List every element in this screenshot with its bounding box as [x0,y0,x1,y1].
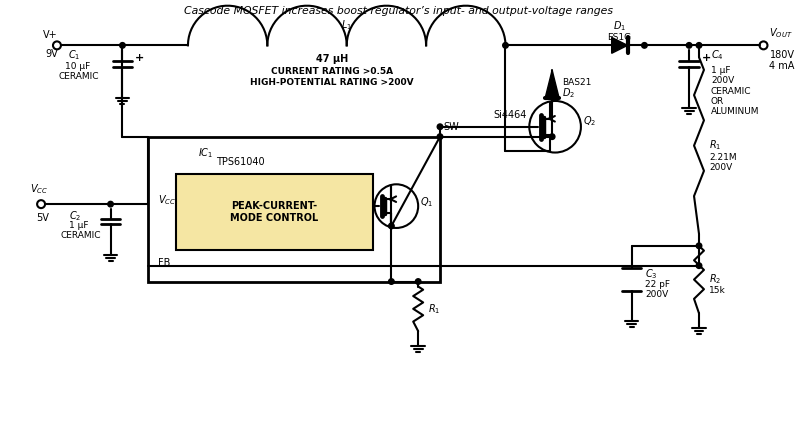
Text: $V_{CC}$: $V_{CC}$ [158,193,176,207]
Text: 9V: 9V [45,49,58,59]
Circle shape [415,279,421,284]
Text: $C_1$: $C_1$ [68,48,80,62]
Text: ALUMINUM: ALUMINUM [711,107,759,116]
Text: V+: V+ [43,30,58,40]
Text: SW: SW [443,122,458,132]
Text: $R_1$: $R_1$ [709,139,722,152]
Circle shape [696,43,702,48]
Text: $C_4$: $C_4$ [711,48,724,62]
Text: $V_{OUT}$: $V_{OUT}$ [770,27,793,40]
Circle shape [696,243,702,249]
Circle shape [389,223,394,229]
Text: +: + [702,53,711,63]
Circle shape [389,279,394,284]
Polygon shape [612,37,627,53]
Text: 2.21M: 2.21M [709,153,737,162]
Text: 4 mA: 4 mA [770,61,795,71]
Text: PEAK-CURRENT-: PEAK-CURRENT- [231,201,318,211]
Text: $R_1$: $R_1$ [428,302,441,316]
Text: HIGH-POTENTIAL RATING >200V: HIGH-POTENTIAL RATING >200V [250,78,414,87]
Text: $IC_1$: $IC_1$ [198,147,213,160]
Text: $V_{CC}$: $V_{CC}$ [30,182,48,196]
Bar [148,137,440,281]
Text: 10 µF: 10 µF [65,62,90,71]
Circle shape [108,202,114,207]
Text: Si4464: Si4464 [494,110,527,120]
Circle shape [438,124,442,130]
Text: BAS21: BAS21 [562,78,591,87]
Circle shape [686,43,692,48]
Text: $C_3$: $C_3$ [646,267,658,281]
Text: $R_2$: $R_2$ [709,273,722,286]
Text: 200V: 200V [646,290,669,299]
Text: MODE CONTROL: MODE CONTROL [230,213,318,223]
Text: ES1G: ES1G [607,33,632,42]
Text: TPS61040: TPS61040 [216,158,264,167]
Text: 47 µH: 47 µH [316,54,348,64]
Text: CERAMIC: CERAMIC [711,87,751,96]
Polygon shape [545,70,559,98]
Text: 1 µF: 1 µF [711,66,730,75]
Text: CURRENT RATING >0.5A: CURRENT RATING >0.5A [270,67,393,76]
Text: 200V: 200V [709,163,732,172]
Text: $C_2$: $C_2$ [69,209,82,223]
Text: $Q_2$: $Q_2$ [583,114,596,128]
Text: CERAMIC: CERAMIC [61,231,102,240]
Text: 200V: 200V [711,76,734,85]
Text: CERAMIC: CERAMIC [59,71,99,81]
Text: FB: FB [158,258,170,268]
Bar [176,174,373,250]
Text: 15k: 15k [709,286,726,295]
Text: 180V: 180V [770,50,794,60]
Text: $D_2$: $D_2$ [562,86,575,100]
Text: $D_1$: $D_1$ [613,20,626,33]
Text: Cascode MOSFET increases boost regulator’s input- and output-voltage ranges: Cascode MOSFET increases boost regulator… [184,6,613,16]
Text: OR: OR [711,97,724,106]
Text: $Q_1$: $Q_1$ [420,195,434,209]
Circle shape [120,43,126,48]
Circle shape [696,263,702,269]
Circle shape [642,43,647,48]
Text: 1 µF: 1 µF [69,222,88,230]
Text: 22 pF: 22 pF [646,280,670,289]
Text: $L_1$: $L_1$ [342,19,352,32]
Text: 5V: 5V [37,213,50,223]
Circle shape [502,43,508,48]
Circle shape [438,134,442,139]
Circle shape [550,134,555,139]
Text: +: + [135,53,145,63]
